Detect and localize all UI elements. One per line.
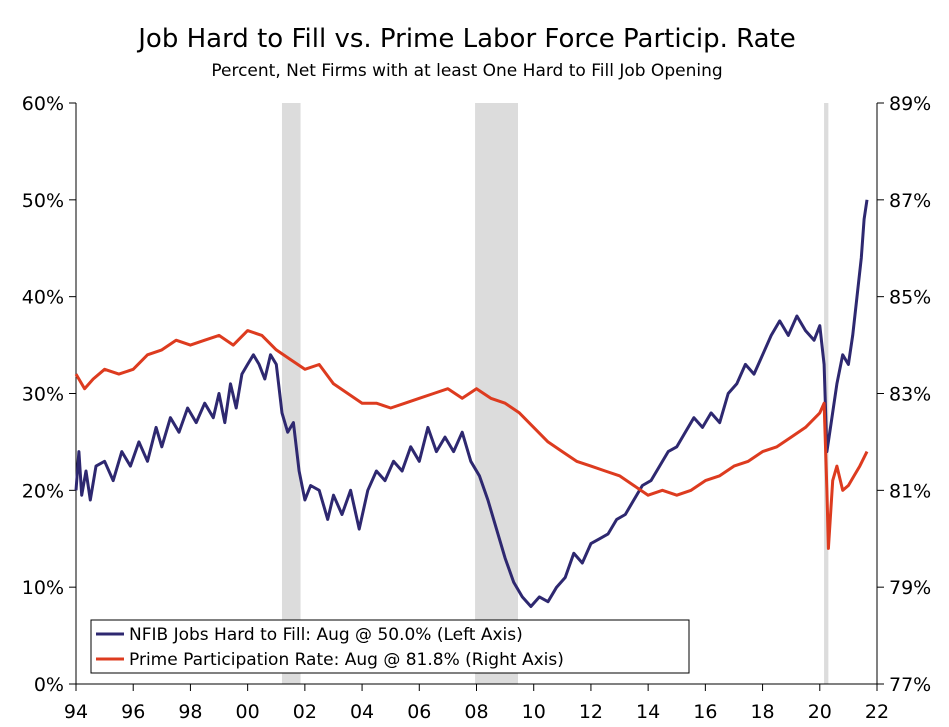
right-tick-label: 79% — [889, 577, 931, 599]
x-tick-label: 12 — [579, 701, 603, 723]
x-tick-label: 08 — [464, 701, 488, 723]
chart-title: Job Hard to Fill vs. Prime Labor Force P… — [136, 24, 796, 54]
x-tick-label: 20 — [808, 701, 832, 723]
right-tick-label: 85% — [889, 287, 931, 309]
right-tick-label: 83% — [889, 384, 931, 406]
legend: NFIB Jobs Hard to Fill: Aug @ 50.0% (Lef… — [90, 619, 690, 674]
left-tick-label: 40% — [22, 287, 64, 309]
left-tick-label: 20% — [22, 480, 64, 502]
axes: 0% 10% 20% 30% 40% 50% 60% 77% 79% 81% 83% 85% 87% 89… — [22, 93, 931, 723]
series-line-nfib — [74, 199, 869, 608]
chart-subtitle: Percent, Net Firms with at least One Har… — [211, 61, 722, 81]
right-tick-label: 87% — [889, 190, 931, 212]
recession-shading — [281, 103, 829, 684]
x-tick-label: 22 — [865, 701, 889, 723]
x-tick-label: 96 — [121, 701, 145, 723]
right-tick-label: 89% — [889, 93, 931, 115]
x-tick-label: 04 — [350, 701, 374, 723]
x-tick-label: 94 — [64, 701, 88, 723]
x-tick-label: 00 — [236, 701, 260, 723]
recession-bar-0 — [281, 103, 301, 684]
series-lines — [74, 199, 869, 608]
left-tick-label: 60% — [22, 93, 64, 115]
x-tick-label: 06 — [407, 701, 431, 723]
x-tick-label: 18 — [750, 701, 774, 723]
right-tick-label: 77% — [889, 674, 931, 696]
legend-label-nfib: NFIB Jobs Hard to Fill: Aug @ 50.0% (Lef… — [129, 625, 523, 645]
legend-label-prime: Prime Participation Rate: Aug @ 81.8% (R… — [129, 650, 564, 670]
x-tick-label: 10 — [522, 701, 546, 723]
x-tick-label: 16 — [693, 701, 717, 723]
right-tick-label: 81% — [889, 480, 931, 502]
left-tick-label: 10% — [22, 577, 64, 599]
x-tick-label: 14 — [636, 701, 660, 723]
x-tick-label: 02 — [293, 701, 317, 723]
left-tick-label: 0% — [34, 674, 64, 696]
legend-box — [90, 619, 690, 674]
left-tick-label: 50% — [22, 190, 64, 212]
x-tick-label: 98 — [178, 701, 202, 723]
series-line-prime — [74, 329, 869, 550]
left-tick-label: 30% — [22, 384, 64, 406]
